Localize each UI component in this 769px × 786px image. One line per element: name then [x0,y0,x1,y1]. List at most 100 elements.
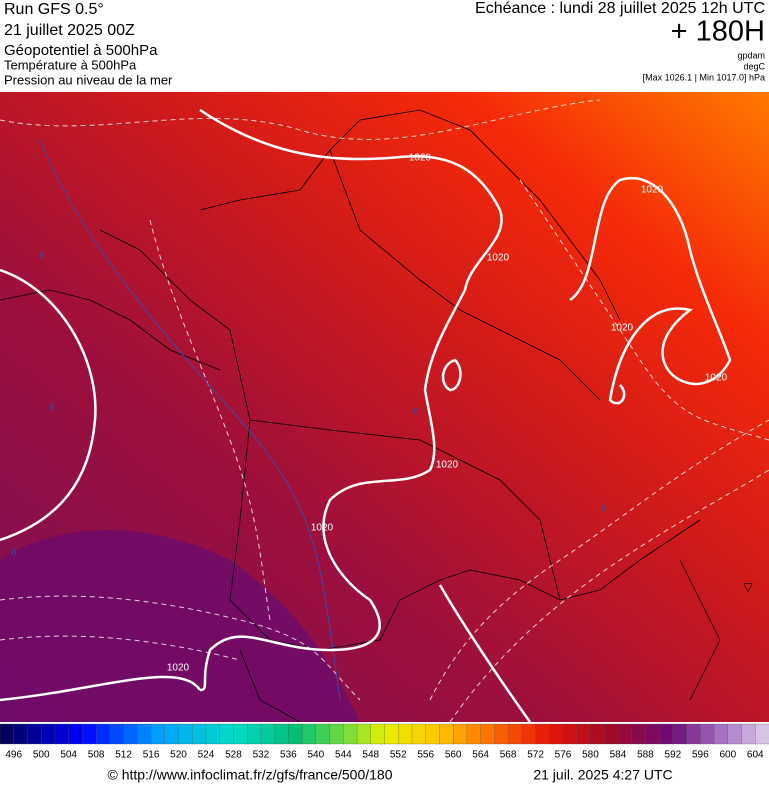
colorbar-cell [247,723,262,745]
colorbar-cell [219,723,235,745]
colorbar-cell [480,723,496,745]
colorbar-cell [658,723,674,745]
field-3: Pression au niveau de la mer [4,72,173,87]
marker: ▽ [743,580,753,594]
run-title: Run GFS 0.5° [4,1,104,18]
colorbar-label: 600 [719,750,736,761]
colorbar-cell [741,723,756,745]
colorbar-cell [466,723,482,745]
temperature-label: 8 [49,402,54,412]
colorbar-label: 552 [390,750,407,761]
colorbar-cell [700,723,715,745]
colorbar-cell [521,723,537,745]
colorbar-cell [301,723,317,745]
borders [0,109,721,722]
colorbar-cell [205,723,221,745]
unit-geopotential: gpdam [737,50,765,60]
isobars [0,108,732,722]
colorbar-label: 564 [472,750,489,761]
colorbar-label: 508 [88,750,105,761]
run-date: 21 juillet 2025 00Z [4,22,135,39]
colorbar-cell [645,723,660,745]
field-2: Température à 500hPa [4,57,137,72]
colorbar-cell [192,723,207,745]
colorbar-cell [494,723,509,745]
colorbar-label: 512 [115,750,132,761]
colorbar-label: 584 [610,750,627,761]
colorbar-cell [178,723,193,745]
colorbar-cell [274,723,290,745]
temperature-label: 8 [11,547,16,557]
colorbar-label: 568 [500,750,517,761]
colorbar-cell [411,723,427,745]
colorbar-cell [686,723,701,745]
pressure-range: [Max 1026.1 | Min 1017.0] hPa [643,72,765,82]
colorbar-cell [576,723,592,745]
colorbar-cell [315,723,331,745]
colorbar-cell [356,723,372,745]
colorbar-cell [68,723,84,745]
isobar-label: 1020 [705,373,728,384]
colorbar-label: 548 [362,750,379,761]
colorbar-cell [13,723,29,745]
colorbar-label: 516 [143,750,160,761]
isobar-label: 1020 [487,253,510,264]
colorbar-cell [590,723,605,745]
colorbar-cell [617,723,633,745]
colorbar-cell [137,723,152,745]
colorbar-cell [123,723,138,745]
valid-time: Echéance : lundi 28 juillet 2025 12h UTC [475,0,765,17]
colorbar-cell [288,723,303,745]
colorbar-cell [535,723,550,745]
colorbar-cell [109,723,125,745]
map: 1020 1020 1020 1020 1020 1020 1020 1020 8 8 8 8 8 ▽ [0,92,769,722]
temperature-label: 8 [39,250,44,260]
isobar-label: 1020 [611,323,634,334]
source-url: © http://www.infoclimat.fr/z/gfs/france/… [108,767,393,783]
colorbar: 496 500 504 508 512 516 520 524 528 532 536 540 544 5… [0,723,769,761]
colorbar-label: 556 [417,750,434,761]
colorbar-label: 588 [637,750,654,761]
colorbar-cell [370,723,386,745]
colorbar-cell [95,723,111,745]
temperature-label: 8 [413,406,418,416]
colorbar-label: 540 [307,750,324,761]
colorbar-cell [549,723,564,745]
colorbar-label: 544 [335,750,352,761]
lead-time: + 180H [671,16,765,48]
colorbar-cell [164,723,180,745]
colorbar-cell [672,723,688,745]
colorbar-cell [54,723,70,745]
colorbar-label: 592 [665,750,682,761]
colorbar-label: 572 [527,750,544,761]
colorbar-cell [453,723,468,745]
colorbar-cell [82,723,97,745]
isobar-label: 1020 [167,663,190,674]
colorbar-label: 520 [170,750,187,761]
low-geopotential-area [0,530,360,722]
colorbar-cell [727,723,743,745]
colorbar-cell [439,723,454,745]
colorbar-cell [150,723,166,745]
isobar-label: 1020 [641,185,664,196]
colorbar-cell [27,723,42,745]
colorbar-cell [398,723,413,745]
colorbar-cell [260,723,276,745]
colorbar-label: 532 [253,750,270,761]
temperature-zero-line [39,139,341,701]
colorbar-label: 504 [60,750,77,761]
colorbar-cell [507,723,523,745]
colorbar-cell [329,723,344,745]
colorbar-cell [343,723,358,745]
colorbar-label: 576 [555,750,572,761]
isobar-label: 1020 [436,460,459,471]
colorbar-cell [425,723,441,745]
field-1: Géopotentiel à 500hPa [4,42,158,59]
isobar-label: 1020 [409,153,432,164]
unit-temperature: degC [743,61,765,71]
contour-labels: 1020 1020 1020 1020 1020 1020 1020 1020 8 8 8 8 8 [11,153,727,674]
generated-time: 21 juil. 2025 4:27 UTC [533,767,672,783]
colorbar-label: 604 [747,750,764,761]
colorbar-label: 528 [225,750,242,761]
